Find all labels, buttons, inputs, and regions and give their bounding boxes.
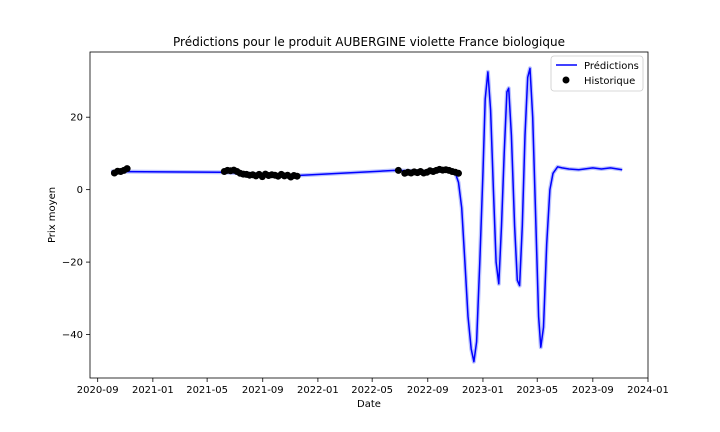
y-tick-label: 20	[70, 113, 83, 124]
series-layer	[110, 66, 623, 364]
chart-title: Prédictions pour le produit AUBERGINE vi…	[173, 35, 565, 49]
x-tick-label: 2024-01	[627, 385, 669, 396]
legend-label-predictions: Prédictions	[584, 60, 639, 72]
x-tick-label: 2023-01	[462, 385, 504, 396]
y-axis: −40 −20 0 20	[62, 113, 90, 341]
history-point	[394, 166, 402, 174]
y-tick-label: 0	[77, 185, 83, 196]
history-point	[455, 169, 462, 177]
prediction-line	[111, 67, 623, 363]
x-tick-label: 2023-05	[516, 385, 558, 396]
x-axis-title: Date	[357, 399, 381, 410]
y-tick-label: −20	[62, 258, 83, 269]
plot-frame	[89, 51, 649, 379]
x-tick-label: 2021-01	[132, 385, 174, 396]
x-tick-label: 2021-09	[242, 385, 284, 396]
y-tick-label: −40	[62, 330, 83, 341]
y-axis-title: Prix moyen	[47, 187, 58, 243]
legend-marker-history	[562, 76, 570, 84]
x-axis: 2020-09 2021-01 2021-05 2021-09 2022-01 2022-…	[77, 378, 669, 396]
x-tick-label: 2022-05	[351, 385, 393, 396]
legend-label-history: Historique	[584, 76, 635, 87]
history-point	[123, 165, 131, 173]
history-point	[293, 172, 301, 180]
x-tick-label: 2022-09	[407, 385, 449, 396]
x-tick-label: 2021-05	[186, 385, 228, 396]
plot-area: 2020-09 2021-01 2021-05 2021-09 2022-01 2022-…	[62, 51, 669, 396]
x-tick-label: 2022-01	[297, 385, 339, 396]
x-tick-label: 2023-09	[572, 385, 614, 396]
legend: Prédictions Historique	[550, 55, 644, 92]
x-tick-label: 2020-09	[77, 385, 119, 396]
